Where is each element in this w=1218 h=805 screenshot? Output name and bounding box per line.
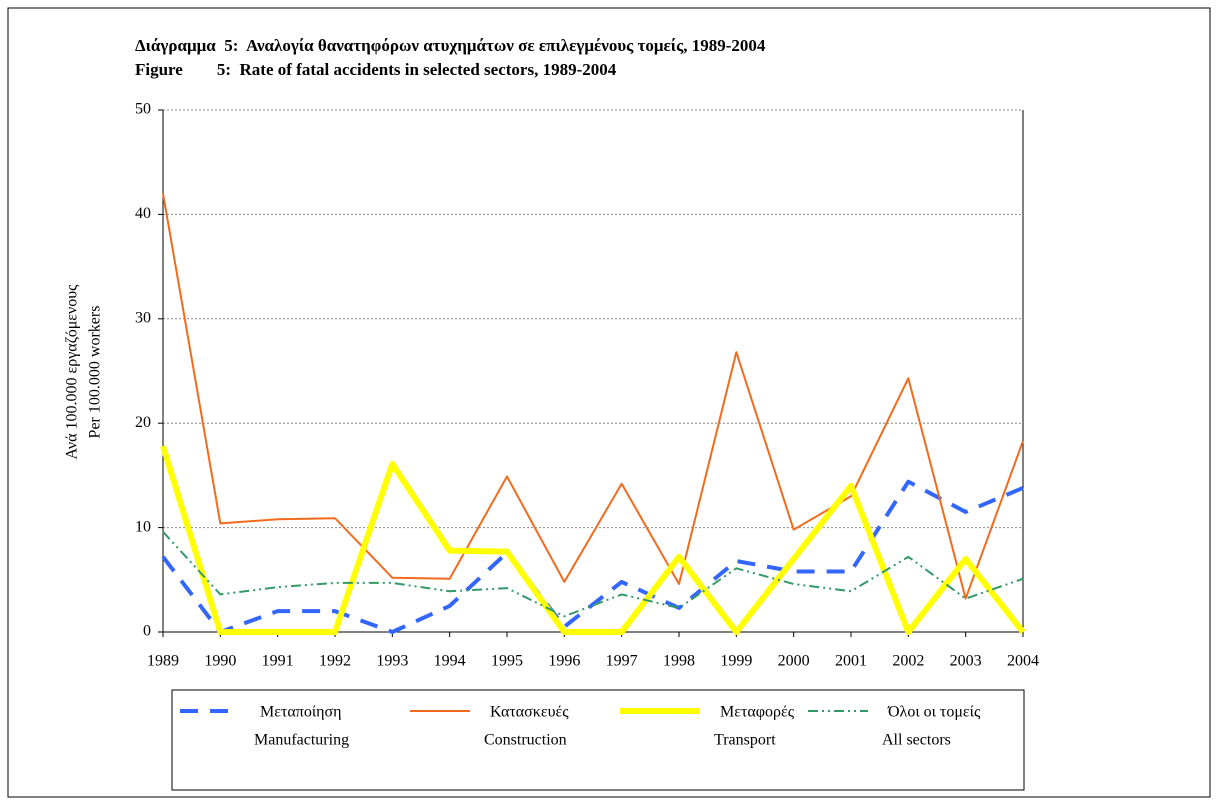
series-line	[162, 193, 1024, 600]
y-tick-label: 10	[135, 518, 151, 535]
legend-box	[171, 689, 1025, 791]
x-tick-label: 2004	[1007, 653, 1039, 670]
y-axis-label: Ανά 100.000 εργαζόμενους	[64, 284, 81, 460]
x-tick-label: 2000	[778, 653, 810, 670]
x-tick-label: 1995	[491, 653, 523, 670]
x-tick-label: 1999	[720, 653, 752, 670]
x-tick-label: 1996	[548, 653, 580, 670]
y-tick-label: 50	[135, 101, 151, 118]
y-axis-label: Per 100.000 workers	[87, 306, 104, 439]
chart-title: Διάγραμμα 5: Αναλογία θανατηφόρων ατυχημ…	[135, 36, 766, 55]
series-line	[160, 445, 1026, 635]
y-tick-label: 40	[135, 205, 151, 222]
x-tick-label: 1997	[606, 653, 638, 670]
x-tick-label: 1992	[319, 653, 351, 670]
x-tick-label: 1993	[376, 653, 408, 670]
chart-subtitle: Figure 5: Rate of fatal accidents in sel…	[135, 60, 617, 79]
x-tick-label: 1998	[663, 653, 695, 670]
series-line	[162, 531, 1024, 618]
legend-label: All sectors	[882, 732, 951, 749]
x-tick-label: 1994	[434, 653, 466, 670]
legend-label: Construction	[484, 732, 567, 749]
legend-label: Όλοι οι τομείς	[887, 704, 981, 721]
legend-label: Manufacturing	[254, 732, 349, 749]
x-tick-label: 1989	[147, 653, 179, 670]
legend-label: Κατασκευές	[490, 704, 569, 721]
x-tick-label: 1990	[204, 653, 236, 670]
y-tick-label: 20	[135, 414, 151, 431]
y-tick-label: 30	[135, 309, 151, 326]
x-tick-label: 2003	[950, 653, 982, 670]
series-line	[161, 479, 1024, 634]
legend-label: Transport	[714, 732, 776, 749]
x-tick-label: 1991	[262, 653, 294, 670]
legend-label: Μεταποίηση	[260, 704, 342, 721]
legend-label: Μεταφορές	[720, 704, 795, 721]
x-tick-label: 2002	[892, 653, 924, 670]
chart-border	[7, 7, 1211, 798]
y-tick-label: 0	[143, 623, 151, 640]
x-tick-label: 2001	[835, 653, 867, 670]
